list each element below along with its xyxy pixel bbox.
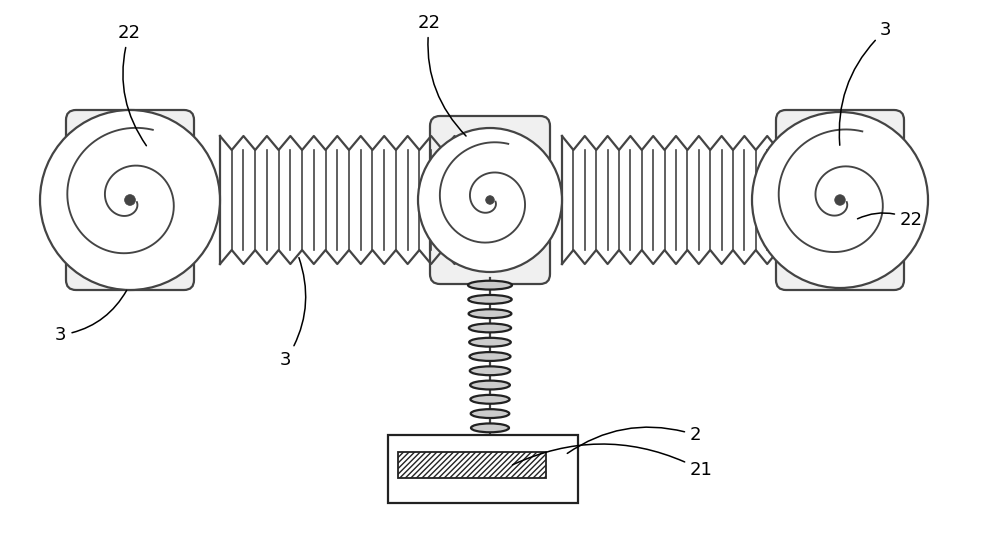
Ellipse shape [471, 423, 509, 432]
FancyBboxPatch shape [66, 110, 194, 290]
Ellipse shape [468, 295, 512, 304]
Text: 3: 3 [55, 291, 127, 344]
Ellipse shape [470, 352, 511, 361]
Text: 3: 3 [280, 258, 306, 369]
Ellipse shape [469, 324, 511, 332]
Ellipse shape [470, 395, 510, 404]
Ellipse shape [471, 409, 509, 418]
Ellipse shape [470, 366, 510, 375]
Bar [562, 136, 790, 264]
Text: 2: 2 [567, 426, 702, 454]
Text: 22: 22 [418, 14, 466, 136]
Text: 21: 21 [513, 444, 713, 479]
Bar [398, 452, 546, 478]
Ellipse shape [470, 380, 510, 389]
FancyBboxPatch shape [430, 116, 550, 284]
Circle shape [418, 128, 562, 272]
Text: 22: 22 [858, 211, 923, 229]
Bar [220, 136, 478, 264]
FancyBboxPatch shape [776, 110, 904, 290]
Text: 3: 3 [839, 21, 892, 145]
Circle shape [125, 195, 135, 205]
Circle shape [40, 110, 220, 290]
Bar [388, 435, 578, 503]
Ellipse shape [469, 309, 511, 318]
Ellipse shape [469, 338, 511, 347]
Ellipse shape [468, 281, 512, 289]
Circle shape [752, 112, 928, 288]
Circle shape [486, 196, 494, 204]
Circle shape [835, 195, 845, 205]
Text: 22: 22 [118, 24, 146, 146]
